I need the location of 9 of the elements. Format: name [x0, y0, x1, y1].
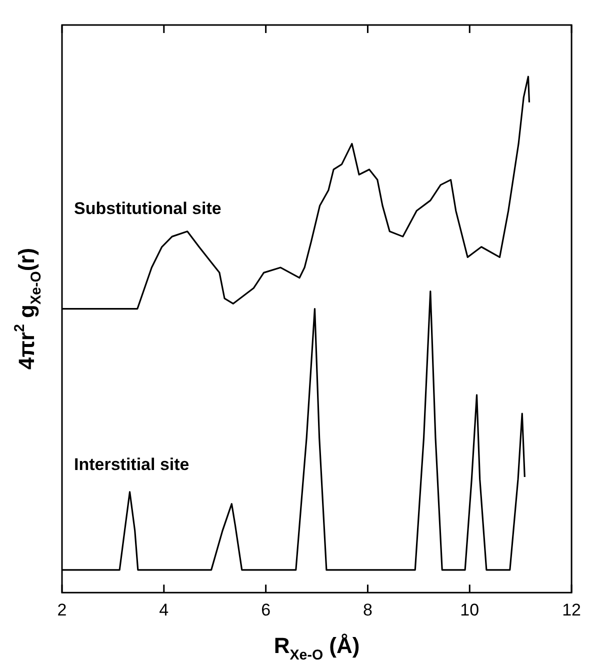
x-tick-label: 10	[460, 600, 480, 620]
x-tick-label: 6	[261, 600, 271, 620]
series-label: Interstitial site	[74, 454, 190, 474]
x-tick-label: 4	[159, 600, 169, 620]
x-tick-label: 8	[362, 600, 372, 620]
text: Substitutional site	[74, 198, 222, 218]
x-tick-label: 12	[562, 600, 582, 620]
x-tick-label: 2	[57, 600, 67, 620]
y-axis-title: 4πr2 gXe-O(r)	[12, 248, 45, 370]
